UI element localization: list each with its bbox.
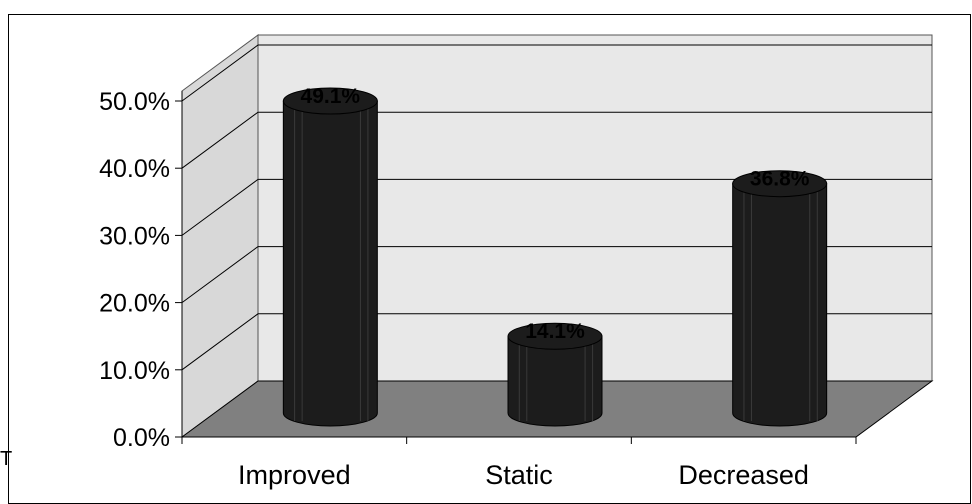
cylinder-bar [507,322,603,427]
y-tick-label: 30.0% [99,222,170,250]
y-tick-label: 10.0% [99,357,170,385]
y-tick-label: 50.0% [99,88,170,116]
y-tick-labels: 0.0% 10.0% 20.0% 30.0% 40.0% 50.0% [99,88,170,452]
category-label: Improved [238,460,351,490]
cylinder-top [282,87,378,115]
cylinder-bar [732,170,828,427]
cylinder-body [507,335,603,427]
cylinder-top [732,170,828,198]
data-label: 14.1% [525,320,585,343]
y-axis [175,91,857,444]
bars [282,87,828,427]
y-tick-label: 0.0% [113,424,170,452]
gridline [181,178,932,236]
category-labels: Improved Static Decreased [238,460,809,490]
data-label: 36.8% [750,168,810,191]
cylinder-bar [282,87,378,427]
data-labels: 49.1% 14.1% 36.8% [301,85,810,343]
category-label: Decreased [678,460,809,490]
cylinder-body [282,100,378,427]
side-wall [181,34,259,438]
category-label: Static [485,460,553,490]
data-label: 49.1% [301,85,361,108]
gridline [181,313,932,371]
gridline [181,44,932,102]
stray-text: T [0,448,13,470]
y-tick-label: 40.0% [99,155,170,183]
gridline [181,246,932,304]
cylinder-top [507,322,603,350]
cylinder-body [732,183,828,427]
y-tick-label: 20.0% [99,290,170,318]
gridline [181,111,932,169]
gridlines [181,44,932,371]
